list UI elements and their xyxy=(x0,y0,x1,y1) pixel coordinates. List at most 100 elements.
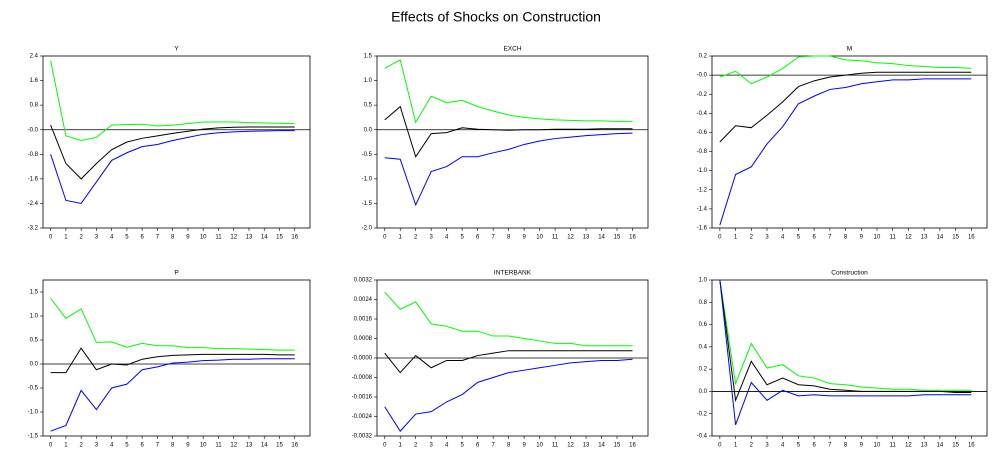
y-tick-label: 0.0024 xyxy=(354,297,373,303)
y-tick-label: -0.8 xyxy=(697,149,708,155)
x-tick-label: 0 xyxy=(718,235,722,241)
x-tick-label: 15 xyxy=(952,443,959,449)
y-tick-label: 0.2 xyxy=(699,54,708,60)
x-tick-label: 12 xyxy=(567,443,574,449)
y-tick-label: -0.5 xyxy=(362,152,373,158)
x-tick-label: 1 xyxy=(734,443,738,449)
plot-frame xyxy=(376,55,649,229)
x-tick-label: 7 xyxy=(828,443,832,449)
x-tick-label: 7 xyxy=(156,235,160,241)
x-tick-label: 3 xyxy=(95,443,99,449)
x-tick-label: 14 xyxy=(937,235,944,241)
y-tick-label: -3.2 xyxy=(28,226,39,232)
y-tick-label: 2.4 xyxy=(30,54,39,60)
y-tick-label: 0.8 xyxy=(30,103,39,109)
x-tick-label: 3 xyxy=(95,235,99,241)
panel-title: Construction xyxy=(831,270,868,277)
x-tick-label: 11 xyxy=(552,443,559,449)
x-tick-label: 9 xyxy=(186,443,190,449)
x-tick-label: 16 xyxy=(968,443,975,449)
x-tick-label: 12 xyxy=(905,235,912,241)
x-tick-label: 13 xyxy=(246,235,253,241)
y-tick-label: 1.5 xyxy=(30,290,39,296)
y-tick-label: -1.6 xyxy=(28,176,39,182)
x-tick-label: 11 xyxy=(890,235,897,241)
panel: INTERBANK 0.0032 0.0024 0.0016 0.0008 -0.0000… xyxy=(352,270,649,449)
y-tick-label: 0.5 xyxy=(364,103,373,109)
y-tick-label: -1.4 xyxy=(697,206,708,212)
x-tick-label: 2 xyxy=(414,443,418,449)
x-tick-label: 6 xyxy=(812,443,816,449)
y-tick-label: 0.0016 xyxy=(354,317,373,323)
x-tick-label: 14 xyxy=(937,443,944,449)
panel-title: M xyxy=(847,46,852,53)
series-line xyxy=(50,60,295,141)
x-tick-label: 8 xyxy=(844,443,848,449)
y-tick-label: -1.5 xyxy=(28,434,39,440)
y-tick-label: -1.2 xyxy=(697,187,708,193)
y-tick-label: 1.6 xyxy=(30,78,39,84)
x-tick-label: 13 xyxy=(583,235,590,241)
x-tick-label: 11 xyxy=(890,443,897,449)
y-tick-label: -0.0 xyxy=(697,73,708,79)
y-tick-label: -1.6 xyxy=(697,226,708,232)
x-tick-label: 4 xyxy=(110,443,114,449)
series-line xyxy=(719,279,972,391)
panel: Construction 1.0 0.8 0.6 0.4 0.2 0.0 -0.2 -0.4 0 1… xyxy=(697,270,988,449)
x-tick-label: 14 xyxy=(598,235,605,241)
x-tick-label: 4 xyxy=(445,235,449,241)
x-tick-label: 13 xyxy=(921,235,928,241)
y-tick-label: 0.2 xyxy=(699,367,708,373)
x-tick-label: 16 xyxy=(291,235,298,241)
y-tick-label: 0.0 xyxy=(699,389,708,395)
x-tick-label: 4 xyxy=(110,235,114,241)
plot-frame xyxy=(42,55,311,229)
series-line xyxy=(50,130,295,204)
x-tick-label: 7 xyxy=(156,443,160,449)
y-tick-label: 0.0 xyxy=(364,127,373,133)
y-tick-label: -2.0 xyxy=(362,226,373,232)
x-tick-label: 0 xyxy=(383,443,387,449)
y-tick-label: 1.0 xyxy=(699,278,708,284)
y-tick-label: 0.5 xyxy=(30,338,39,344)
x-tick-label: 1 xyxy=(64,235,68,241)
series-line xyxy=(384,350,633,374)
series-line xyxy=(719,78,972,226)
x-tick-label: 12 xyxy=(230,443,237,449)
series-line xyxy=(384,105,633,158)
x-tick-label: 4 xyxy=(445,443,449,449)
series-line xyxy=(50,347,295,374)
x-tick-label: 0 xyxy=(383,235,387,241)
x-tick-label: 0 xyxy=(49,235,53,241)
series-line xyxy=(50,124,295,180)
plot-frame xyxy=(711,279,988,437)
y-tick-label: -0.2 xyxy=(697,411,708,417)
x-tick-label: 16 xyxy=(291,443,298,449)
x-tick-label: 1 xyxy=(399,235,403,241)
y-tick-label: -0.0 xyxy=(28,127,39,133)
x-tick-label: 15 xyxy=(614,443,621,449)
y-tick-label: 1.0 xyxy=(30,314,39,320)
x-tick-label: 15 xyxy=(276,235,283,241)
x-tick-label: 7 xyxy=(491,443,495,449)
x-tick-label: 14 xyxy=(261,235,268,241)
x-tick-label: 16 xyxy=(629,235,636,241)
x-tick-label: 5 xyxy=(797,235,801,241)
x-tick-label: 1 xyxy=(399,443,403,449)
y-tick-label: -0.0000 xyxy=(352,356,373,362)
x-tick-label: 11 xyxy=(552,235,559,241)
x-tick-label: 14 xyxy=(598,443,605,449)
x-tick-label: 11 xyxy=(215,235,222,241)
x-tick-label: 6 xyxy=(140,235,144,241)
x-tick-label: 5 xyxy=(125,443,129,449)
x-tick-label: 5 xyxy=(125,235,129,241)
x-tick-label: 12 xyxy=(567,235,574,241)
x-tick-label: 7 xyxy=(828,235,832,241)
series-line xyxy=(719,55,972,85)
x-tick-label: 13 xyxy=(921,443,928,449)
y-tick-label: -0.0016 xyxy=(352,395,373,401)
x-tick-label: 15 xyxy=(614,235,621,241)
x-tick-label: 10 xyxy=(874,443,881,449)
